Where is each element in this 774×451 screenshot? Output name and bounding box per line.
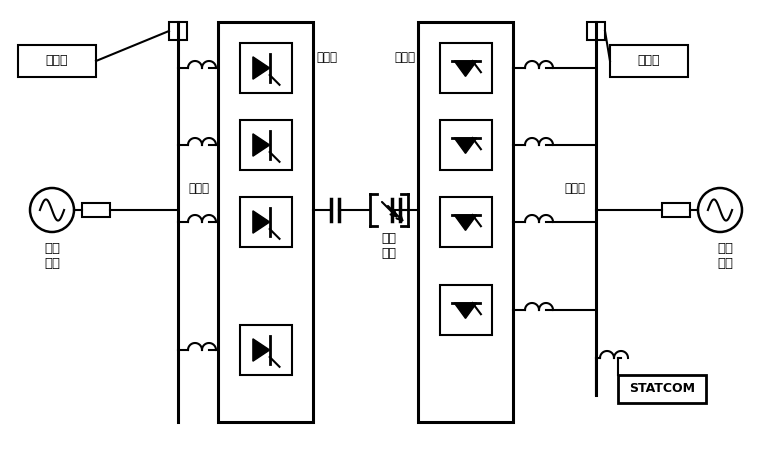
Polygon shape <box>454 138 477 153</box>
Bar <box>618 375 706 403</box>
Bar <box>239 325 292 375</box>
Polygon shape <box>253 339 269 361</box>
Text: 换流器: 换流器 <box>394 51 415 64</box>
Bar <box>610 45 688 77</box>
Bar <box>239 197 292 247</box>
Text: 直流
线路: 直流 线路 <box>382 232 396 260</box>
Text: 交流
系统: 交流 系统 <box>717 242 733 270</box>
Polygon shape <box>253 211 269 233</box>
Bar <box>440 197 491 247</box>
Text: 交流
系统: 交流 系统 <box>44 242 60 270</box>
Bar <box>218 22 313 422</box>
Bar <box>239 120 292 170</box>
Bar <box>440 285 491 335</box>
Bar <box>82 203 110 217</box>
Polygon shape <box>253 134 269 156</box>
Text: 换流器: 换流器 <box>316 51 337 64</box>
Polygon shape <box>454 215 477 230</box>
Polygon shape <box>454 61 477 76</box>
Polygon shape <box>253 57 269 79</box>
Bar <box>418 22 513 422</box>
Bar <box>169 22 187 40</box>
Bar <box>440 120 491 170</box>
Text: 变压器: 变压器 <box>564 182 585 195</box>
Bar <box>239 43 292 93</box>
Text: 滤波器: 滤波器 <box>638 55 660 68</box>
Text: 变压器: 变压器 <box>188 182 209 195</box>
Bar <box>440 43 491 93</box>
Bar <box>587 22 605 40</box>
Bar <box>18 45 96 77</box>
Bar <box>662 203 690 217</box>
Text: STATCOM: STATCOM <box>629 382 695 396</box>
Text: 滤波器: 滤波器 <box>46 55 68 68</box>
Polygon shape <box>454 303 477 318</box>
